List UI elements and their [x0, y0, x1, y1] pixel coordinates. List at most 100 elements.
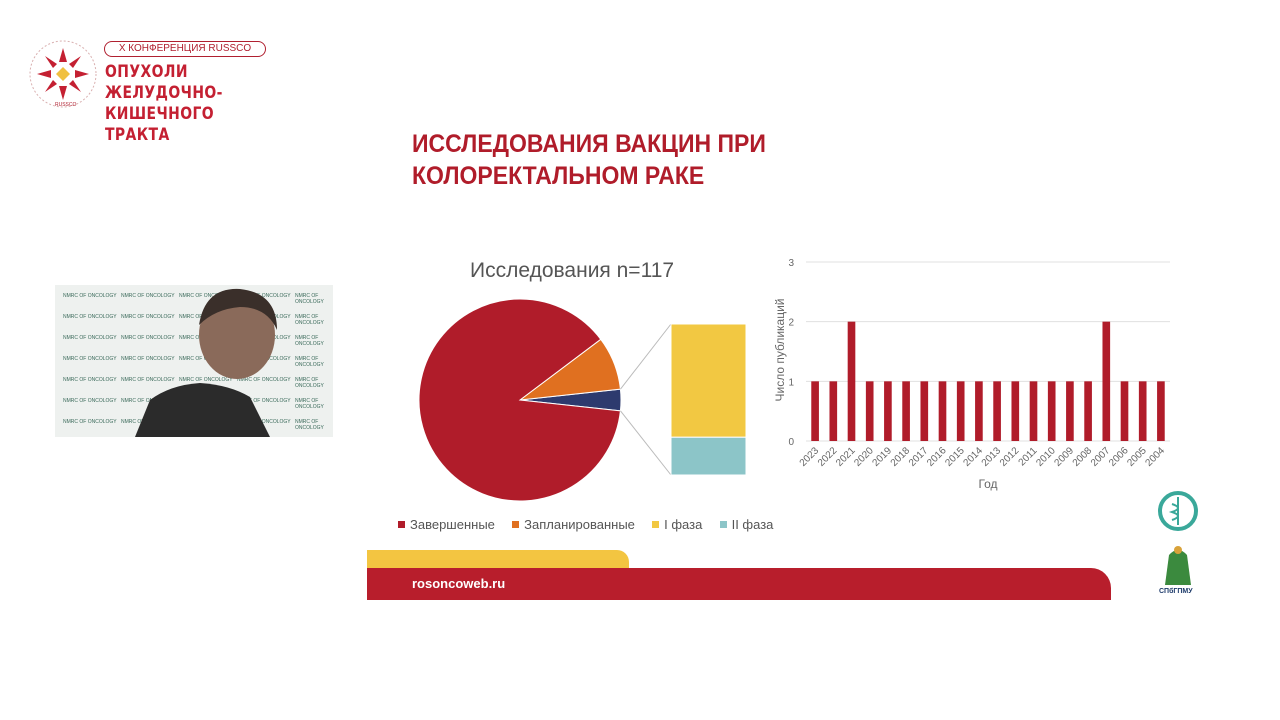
- bar: [1157, 381, 1165, 441]
- bar: [1102, 321, 1111, 441]
- bar: [1084, 381, 1092, 441]
- x-tick-label: 2023: [798, 445, 822, 469]
- backdrop-watermark: NMRC OF ONCOLOGY: [121, 356, 175, 362]
- pie-slice: [418, 298, 621, 502]
- backdrop-watermark: NMRC OF ONCOLOGY: [237, 377, 291, 383]
- bar: [920, 381, 929, 441]
- x-tick-label: 2008: [1071, 445, 1095, 469]
- backdrop-watermark: NMRC OF ONCOLOGY: [295, 377, 324, 389]
- backdrop-watermark: NMRC OF ONCOLOGY: [295, 356, 324, 368]
- backdrop-watermark: NMRC OF ONCOLOGY: [121, 335, 175, 341]
- x-tick-label: 2009: [1053, 445, 1077, 469]
- bar: [884, 381, 892, 441]
- connector-line: [620, 410, 672, 476]
- x-tick-label: 2004: [1144, 445, 1168, 469]
- bar: [1047, 381, 1056, 441]
- y-tick-label: 0: [788, 437, 794, 448]
- legend-swatch-planned: [512, 521, 520, 528]
- slide-title-line2: КОЛОРЕКТАЛЬНОМ РАКЕ: [412, 162, 705, 190]
- backdrop-watermark: NMRC OF ONCOLOGY: [295, 419, 324, 431]
- legend-planned: Запланированные: [524, 517, 635, 532]
- slide-title-line1: ИССЛЕДОВАНИЯ ВАКЦИН ПРИ: [412, 130, 766, 158]
- backdrop-watermark: NMRC OF ONCOLOGY: [63, 335, 117, 341]
- bar: [1029, 381, 1038, 441]
- legend-completed: Завершенные: [410, 517, 495, 532]
- x-tick-label: 2005: [1125, 445, 1149, 469]
- legend-swatch-phase1: [652, 521, 660, 528]
- backdrop-watermark: NMRC OF ONCOLOGY: [295, 314, 324, 326]
- pie-chart: [418, 298, 747, 502]
- backdrop-watermark: NMRC OF ONCOLOGY: [295, 398, 324, 410]
- bar-chart: 0 1 2 3 202320222021202020192018201720162015…: [773, 258, 1170, 491]
- bar: [847, 321, 856, 441]
- logo-text: RUSSCO: [55, 102, 77, 108]
- y-axis-label: Число публикаций: [773, 299, 787, 402]
- backdrop-watermark: NMRC OF ONCOLOGY: [237, 398, 291, 404]
- y-tick-label: 3: [788, 258, 794, 269]
- footer-url: rosoncoweb.ru: [412, 576, 506, 591]
- y-tick-label: 2: [788, 318, 794, 329]
- bar: [993, 381, 1001, 441]
- backdrop-watermark: NMRC OF ONCOLOGY: [121, 398, 175, 404]
- connector-line: [620, 323, 672, 390]
- backdrop-watermark: NMRC OF ONCOLOGY: [179, 377, 233, 383]
- legend-phase2: II фаза: [731, 517, 774, 532]
- backdrop-watermark: NMRC OF ONCOLOGY: [295, 293, 324, 305]
- x-tick-label: 2010: [1034, 445, 1058, 469]
- pie-chart-title: Исследования n=117: [470, 259, 675, 282]
- x-tick-label: 2007: [1089, 445, 1113, 469]
- x-tick-label: 2015: [943, 445, 967, 469]
- pie-legend: Завершенные Запланированные I фаза II фа…: [398, 517, 773, 532]
- university-logos: СПбГПМУ: [1158, 491, 1198, 595]
- backdrop-watermark: NMRC OF ONCOLOGY: [63, 377, 117, 383]
- x-axis-label: Год: [978, 477, 997, 491]
- backdrop-watermark: NMRC OF ONCOLOGY: [63, 398, 117, 404]
- bar: [811, 381, 819, 441]
- backdrop-watermark: NMRC OF ONCOLOGY: [179, 293, 233, 299]
- x-tick-label: 2017: [907, 445, 931, 469]
- split-bar-segment: [670, 323, 747, 438]
- legend-phase1: I фаза: [664, 517, 703, 532]
- bar: [902, 381, 910, 441]
- spbgpmu-label: СПбГПМУ: [1159, 587, 1193, 595]
- bar: [1011, 381, 1020, 441]
- x-tick-label: 2014: [962, 445, 986, 469]
- x-tick-label: 2011: [1017, 445, 1040, 468]
- slide-title: ИССЛЕДОВАНИЯ ВАКЦИН ПРИ КОЛОРЕКТАЛЬНОМ Р…: [412, 128, 766, 192]
- x-tick-label: 2013: [980, 445, 1004, 469]
- backdrop-watermark: NMRC OF ONCOLOGY: [295, 335, 324, 347]
- x-tick-label: 2012: [998, 445, 1022, 469]
- bar: [829, 381, 838, 441]
- bar: [938, 381, 947, 441]
- backdrop-watermark: NMRC OF ONCOLOGY: [121, 377, 175, 383]
- legend-swatch-completed: [398, 521, 405, 528]
- bar: [1066, 381, 1074, 441]
- split-bar-segment: [670, 436, 747, 476]
- backdrop-watermark: NMRC OF ONCOLOGY: [63, 293, 117, 299]
- bar: [1138, 381, 1147, 441]
- x-tick-label: 2006: [1107, 445, 1131, 469]
- x-tick-label: 2018: [889, 445, 913, 469]
- backdrop-watermark: NMRC OF ONCOLOGY: [237, 419, 291, 425]
- y-tick-label: 1: [788, 377, 794, 388]
- speaker-figure: [135, 288, 277, 437]
- conference-title: ОПУХОЛИ ЖЕЛУДОЧНО- КИШЕЧНОГО ТРАКТА: [105, 62, 253, 146]
- speaker-webcam: NMRC OF ONCOLOGY NMRC OF ONCOLOGY NMRC OF …: [55, 285, 333, 437]
- conference-badge: X КОНФЕРЕНЦИЯ RUSSCO: [104, 41, 266, 57]
- backdrop-watermark: NMRC OF ONCOLOGY: [63, 419, 117, 425]
- x-tick-label: 2019: [871, 445, 895, 469]
- x-tick-label: 2020: [852, 445, 876, 469]
- x-tick-label: 2022: [816, 445, 840, 469]
- russco-logo: RUSSCO: [29, 40, 97, 108]
- bar: [956, 381, 965, 441]
- bar: [865, 381, 874, 441]
- footer-red-band: [367, 568, 1111, 600]
- backdrop-watermark: NMRC OF ONCOLOGY: [121, 293, 175, 299]
- backdrop-watermark: NMRC OF ONCOLOGY: [63, 314, 117, 320]
- bar: [975, 381, 983, 441]
- conference-title-line2: КИШЕЧНОГО ТРАКТА: [105, 104, 215, 145]
- legend-swatch-phase2: [719, 521, 727, 528]
- x-tick-label: 2016: [925, 445, 949, 469]
- backdrop-watermark: NMRC OF ONCOLOGY: [63, 356, 117, 362]
- conference-title-line1: ОПУХОЛИ ЖЕЛУДОЧНО-: [105, 62, 223, 103]
